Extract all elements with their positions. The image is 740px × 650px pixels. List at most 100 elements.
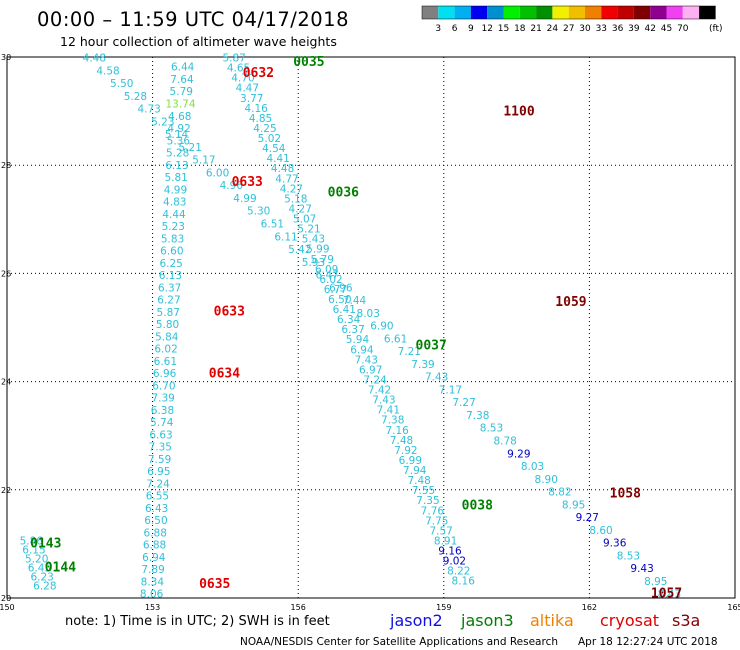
scale-tick-label: 39 xyxy=(628,24,640,34)
wave-height-value: 7.35 xyxy=(149,442,172,454)
scale-tick-label: 24 xyxy=(547,24,559,34)
wave-height-value: 6.61 xyxy=(154,356,177,368)
scale-tick-label: 30 xyxy=(579,24,591,34)
scale-swatch xyxy=(470,6,488,19)
wave-height-value: 4.68 xyxy=(168,111,191,123)
wave-height-value: 6.11 xyxy=(274,231,297,243)
pass-time-label: 0035 xyxy=(293,55,324,70)
y-axis-ticks: 20 22 24 26 28 30 xyxy=(1,53,11,603)
wave-height-value: 7.24 xyxy=(363,374,387,386)
wave-height-value: 5.36 xyxy=(167,135,191,147)
wave-height-value: 5.42 xyxy=(288,244,311,256)
wave-height-value: 6.96 xyxy=(329,282,353,294)
pass-time-label: 1058 xyxy=(610,487,641,502)
pass-time-label: 0143 xyxy=(30,536,61,551)
scale-swatch xyxy=(585,6,602,19)
scale-swatch xyxy=(438,6,455,19)
wave-height-value: 9.27 xyxy=(576,512,599,524)
pass-time-label: 0144 xyxy=(45,561,76,576)
wave-height-value: 9.43 xyxy=(630,563,653,575)
x-tick-label: 165 xyxy=(727,603,740,612)
wave-height-value: 6.13 xyxy=(165,160,188,172)
x-tick-label: 156 xyxy=(291,603,306,612)
pass-time-label: 1100 xyxy=(503,105,534,120)
wave-height-value: 6.77 xyxy=(324,284,347,296)
wave-height-value: 4.73 xyxy=(137,104,160,116)
wave-height-value: 7.43 xyxy=(425,372,448,384)
wave-height-value: 5.43 xyxy=(302,234,325,246)
wave-height-value: 4.25 xyxy=(253,123,276,135)
wave-height-value: 5.23 xyxy=(151,116,174,128)
wave-height-value: 5.21 xyxy=(297,224,320,236)
wave-height-value: 8.60 xyxy=(589,525,612,537)
grid-lines xyxy=(7,57,735,598)
scale-tick-label: 42 xyxy=(644,24,655,34)
x-tick-label: 159 xyxy=(436,603,451,612)
scale-tick-label: 33 xyxy=(596,24,607,34)
wave-height-value: 8.06 xyxy=(140,589,164,601)
wave-height-value: 5.93 xyxy=(302,257,325,269)
wave-height-value: 4.77 xyxy=(275,173,298,185)
wave-height-value: 7.48 xyxy=(390,435,413,447)
wave-height-value: 4.85 xyxy=(249,113,272,125)
pass-time-label: 0633 xyxy=(232,175,263,190)
wave-height-value: 8.03 xyxy=(357,308,380,320)
wave-height-value: 9.02 xyxy=(443,556,466,568)
wave-height-value: 7.55 xyxy=(412,485,435,497)
wave-height-value: 7.35 xyxy=(416,495,439,507)
wave-height-value: 7.44 xyxy=(343,295,367,307)
wave-height-value: 7.57 xyxy=(429,525,452,537)
wave-height-value: 5.02 xyxy=(258,133,281,145)
wave-height-value: 6.23 xyxy=(30,572,53,584)
pass-time-label: 0038 xyxy=(462,498,493,513)
pass-time-label: 0037 xyxy=(416,338,447,353)
wave-height-value: 6.99 xyxy=(399,455,422,467)
y-tick-label: 22 xyxy=(1,486,11,495)
chart-title: 00:00 – 11:59 UTC 04/17/2018 xyxy=(37,8,349,31)
wave-height-value: 6.90 xyxy=(370,321,393,333)
scale-swatch xyxy=(487,6,504,19)
wave-height-value: 8.34 xyxy=(141,576,165,588)
scale-swatch xyxy=(633,6,651,19)
wave-height-value: 7.43 xyxy=(355,354,378,366)
wave-height-value: 7.38 xyxy=(466,410,489,422)
wave-height-value: 5.79 xyxy=(311,254,334,266)
track-track-c: 4.484.585.505.284.735.235.145.215.176.00… xyxy=(83,53,682,601)
wave-height-value: 6.41 xyxy=(333,304,356,316)
scale-tick-label: 18 xyxy=(514,24,526,34)
scale-swatch xyxy=(454,6,471,19)
wave-height-value: 8.03 xyxy=(521,461,544,473)
wave-height-value: 5.20 xyxy=(25,554,48,566)
wave-height-value: 4.54 xyxy=(262,143,286,155)
scale-tick-label: 70 xyxy=(677,24,689,34)
scale-border xyxy=(421,5,716,20)
scale-swatch xyxy=(519,6,537,19)
wave-height-value: 8.91 xyxy=(434,535,457,547)
wave-height-value: 6.13 xyxy=(159,270,182,282)
wave-height-value: 4.16 xyxy=(244,103,268,115)
wave-height-value: 5.86 xyxy=(20,536,44,548)
wave-height-value: 13.74 xyxy=(165,99,195,111)
wave-height-value: 8.43 xyxy=(658,589,681,601)
wave-height-value: 7.89 xyxy=(141,564,164,576)
track-track-d: 5.866.155.206.456.236.28 xyxy=(20,536,57,593)
scale-unit-label: (ft) xyxy=(709,24,723,34)
wave-height-value: 4.44 xyxy=(162,209,186,221)
wave-height-value: 4.96 xyxy=(220,180,244,192)
wave-height-value: 5.80 xyxy=(156,319,179,331)
scale-tick-label: 45 xyxy=(661,24,672,34)
wave-height-value: 5.84 xyxy=(155,331,179,343)
wave-height-value: 6.38 xyxy=(151,405,174,417)
wave-height-value: 6.44 xyxy=(171,62,195,74)
wave-height-value: 6.88 xyxy=(143,540,166,552)
wave-height-value: 5.50 xyxy=(110,78,133,90)
wave-height-value: 6.00 xyxy=(206,167,229,179)
wave-height-value: 5.94 xyxy=(346,334,370,346)
wave-height-value: 4.58 xyxy=(96,65,119,77)
scale-swatch xyxy=(682,6,700,19)
plot-frame xyxy=(6,56,736,599)
scale-tick-label: 36 xyxy=(612,24,624,34)
wave-height-value: 4.41 xyxy=(266,153,289,165)
wave-height-value: 8.95 xyxy=(562,499,585,511)
wave-height-value: 4.47 xyxy=(236,83,259,95)
